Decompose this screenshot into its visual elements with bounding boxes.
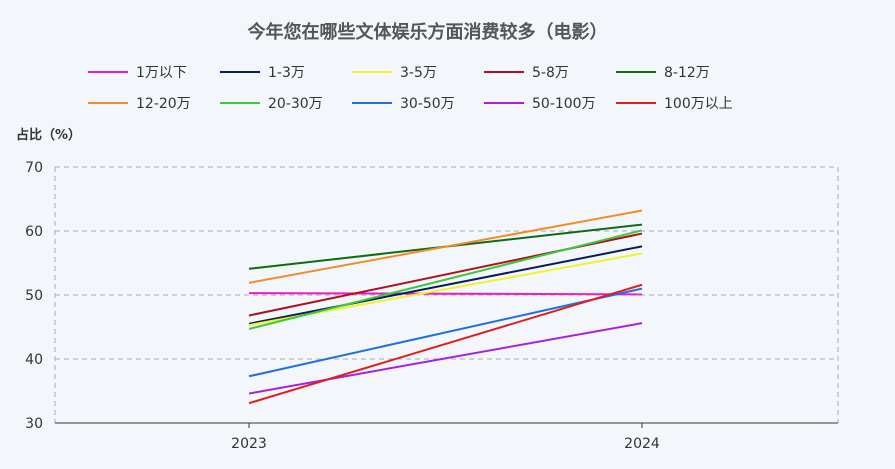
series-line — [248, 283, 643, 405]
y-tick-label: 40 — [25, 352, 43, 368]
legend-label: 20-30万 — [268, 96, 323, 112]
legend-swatch — [352, 102, 392, 104]
legend-swatch — [88, 71, 128, 73]
series-line — [248, 209, 643, 284]
legend-label: 100万以上 — [664, 96, 733, 112]
legend-item[interactable]: 1-3万 — [220, 64, 305, 81]
legend-label: 1万以下 — [136, 65, 187, 81]
legend-item[interactable]: 50-100万 — [484, 95, 596, 112]
series-line — [248, 245, 643, 325]
legend-swatch — [484, 71, 524, 73]
legend-swatch — [88, 102, 128, 104]
legend-item[interactable]: 30-50万 — [352, 95, 455, 112]
x-tick-label: 2024 — [624, 436, 660, 452]
legend-item[interactable]: 12-20万 — [88, 95, 191, 112]
legend-swatch — [220, 102, 260, 104]
legend-item[interactable]: 100万以上 — [616, 95, 733, 112]
legend-item[interactable]: 3-5万 — [352, 64, 437, 81]
legend-label: 3-5万 — [400, 65, 437, 81]
legend-swatch — [352, 71, 392, 73]
legend-label: 50-100万 — [532, 96, 596, 112]
legend-swatch — [484, 102, 524, 104]
chart-title: 今年您在哪些文体娱乐方面消费较多（电影） — [247, 22, 608, 43]
legend-item[interactable]: 5-8万 — [484, 64, 569, 81]
legend-item[interactable]: 20-30万 — [220, 95, 323, 112]
legend-label: 30-50万 — [400, 96, 455, 112]
series-line — [248, 287, 643, 378]
legend-label: 8-12万 — [664, 65, 710, 81]
series-line — [248, 292, 643, 296]
legend-label: 12-20万 — [136, 96, 191, 112]
y-tick-label: 50 — [25, 288, 43, 304]
series-line — [248, 229, 643, 330]
y-tick-label: 70 — [25, 160, 43, 176]
legend-swatch — [616, 102, 656, 104]
legend-label: 5-8万 — [532, 65, 569, 81]
legend-item[interactable]: 8-12万 — [616, 64, 710, 81]
series-line — [248, 322, 643, 395]
x-tick-label: 2023 — [231, 436, 267, 452]
legend-item[interactable]: 1万以下 — [88, 64, 187, 81]
legend-label: 1-3万 — [268, 65, 305, 81]
y-tick-label: 60 — [25, 224, 43, 240]
legend-swatch — [220, 71, 260, 73]
y-tick-label: 30 — [25, 416, 43, 432]
legend-swatch — [616, 71, 656, 73]
y-axis-title: 占比（%） — [16, 128, 82, 143]
